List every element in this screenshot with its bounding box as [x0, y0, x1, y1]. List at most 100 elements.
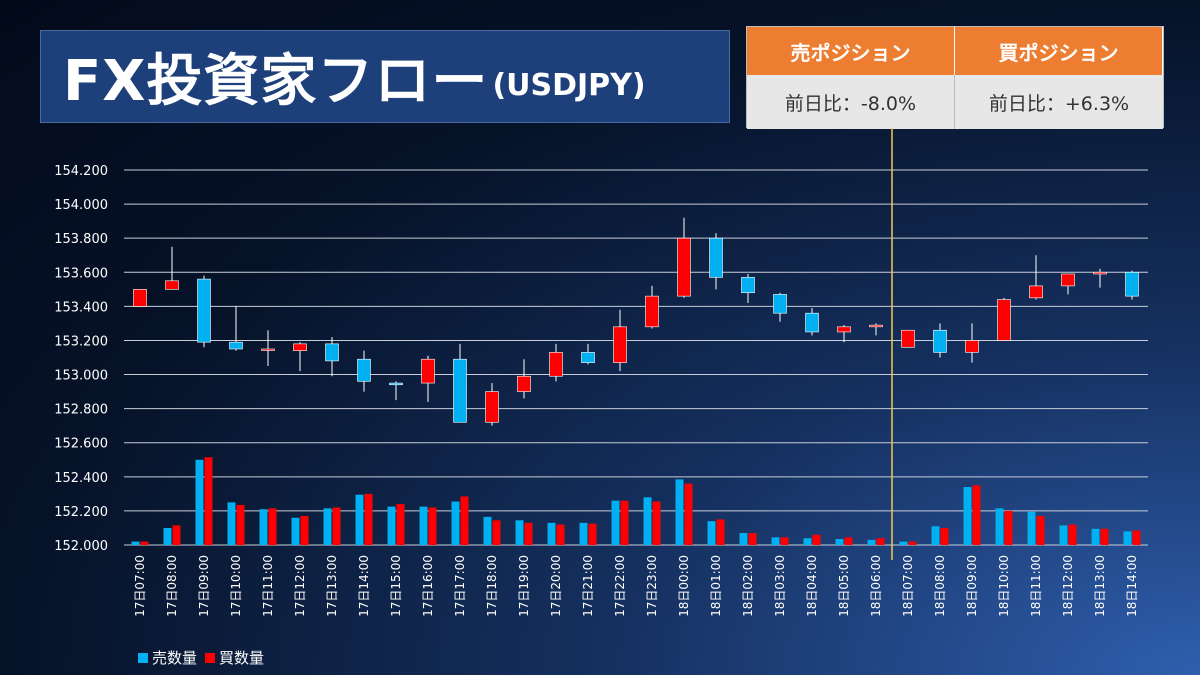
buy-volume-bar [1100, 528, 1109, 545]
x-tick-label: 17日08:00 [165, 555, 179, 617]
buy-volume-bar [1036, 516, 1045, 545]
legend-item-buy: 買数量 [205, 647, 264, 668]
candle-body [581, 352, 595, 363]
buy-volume-bar [428, 507, 437, 545]
sell-volume-bar [803, 538, 812, 545]
sell-volume-bar [387, 506, 396, 545]
x-tick-label: 18日03:00 [773, 555, 787, 617]
candle-body [133, 289, 147, 307]
sell-volume-bar [419, 506, 428, 545]
buy-volume-bar [300, 516, 309, 545]
position-table: 売ポジション 買ポジション 前日比：-8.0% 前日比：+6.3% [746, 26, 1164, 129]
buy-volume-bar [524, 522, 533, 545]
legend-label-sell: 売数量 [152, 649, 198, 667]
legend-swatch-buy [205, 652, 216, 663]
sell-volume-bar [835, 539, 844, 545]
buy-volume-bar [780, 537, 789, 545]
sell-volume-bar [579, 522, 588, 545]
x-tick-label: 18日09:00 [965, 555, 979, 617]
candle-body [805, 312, 819, 333]
y-tick-label: 154.000 [54, 198, 108, 213]
x-tick-label: 17日16:00 [421, 555, 435, 617]
x-tick-label: 17日23:00 [645, 555, 659, 617]
x-tick-label: 17日10:00 [229, 555, 243, 617]
candle-body [901, 329, 915, 348]
x-tick-label: 17日11:00 [261, 555, 275, 617]
legend-label-buy: 買数量 [219, 649, 265, 667]
buy-volume-bar [876, 538, 885, 545]
candle-body [677, 237, 691, 297]
candle-body [293, 343, 307, 351]
x-tick-label: 18日08:00 [933, 555, 947, 617]
x-tick-label: 18日02:00 [741, 555, 755, 617]
candle-body [517, 375, 531, 392]
candle-body [1029, 285, 1043, 299]
candle-body [837, 326, 851, 333]
candle-body [773, 294, 787, 314]
x-tick-label: 18日05:00 [837, 555, 851, 617]
x-tick-label: 17日20:00 [549, 555, 563, 617]
sell-volume-bar [739, 533, 748, 545]
buy-volume-bar [492, 520, 501, 545]
sell-volume-bar [451, 501, 460, 545]
sell-volume-bar [643, 497, 652, 545]
candle-body [933, 329, 947, 353]
candle-body [261, 348, 275, 351]
candle-body [645, 295, 659, 328]
y-tick-label: 152.200 [54, 505, 108, 520]
candle-body [453, 358, 467, 423]
candle-body [997, 299, 1011, 341]
x-tick-label: 18日04:00 [805, 555, 819, 617]
candle-body [1061, 273, 1075, 287]
sell-volume-bar [355, 494, 364, 545]
title-box: FX投資家フロー (USDJPY) [40, 30, 730, 123]
buy-volume-bar [396, 504, 405, 545]
x-axis-ticks: 17日07:00 17日08:00 17日09:00 17日10:00 17日11:00… [133, 555, 1139, 617]
legend-swatch-sell [138, 652, 148, 663]
candle-body [421, 358, 435, 384]
candle-body [389, 382, 403, 386]
sell-volume-bar [707, 521, 716, 545]
sell-volume-bar [1059, 525, 1068, 545]
legend: 売数量 買数量 [138, 647, 272, 668]
buy-volume-bar [1004, 510, 1013, 545]
x-tick-label: 17日13:00 [325, 555, 339, 617]
buy-volume-bar [236, 504, 245, 545]
candle-body [549, 352, 563, 377]
sell-volume-bar [1027, 511, 1036, 545]
y-tick-label: 152.000 [54, 539, 108, 554]
sell-volume-bar [867, 539, 876, 545]
buy-volume-bar [812, 534, 821, 545]
buy-volume-bar [844, 537, 853, 545]
sell-volume-bar [611, 500, 620, 545]
y-tick-label: 154.200 [54, 164, 108, 179]
buy-volume-bar [620, 500, 629, 545]
buy-volume-bar [748, 533, 757, 545]
buy-volume-bar [332, 507, 341, 545]
x-tick-label: 17日17:00 [453, 555, 467, 617]
buy-volume-bar [460, 496, 469, 545]
sell-volume-bar [995, 508, 1004, 545]
x-tick-label: 17日07:00 [133, 555, 147, 617]
x-tick-label: 17日12:00 [293, 555, 307, 617]
x-tick-label: 18日10:00 [997, 555, 1011, 617]
sell-volume-bar [483, 516, 492, 545]
candle-body [1125, 271, 1139, 297]
sell-volume-bar [291, 517, 300, 545]
x-tick-label: 18日00:00 [677, 555, 691, 617]
x-tick-label: 18日12:00 [1061, 555, 1075, 617]
buy-volume-bar [364, 493, 373, 545]
sell-position-change: 前日比：-8.0% [747, 75, 955, 129]
x-tick-label: 17日22:00 [613, 555, 627, 617]
candle-body [325, 343, 339, 362]
candle-body [613, 326, 627, 363]
buy-volume-bar [716, 519, 725, 545]
candle-body [485, 391, 499, 423]
sell-volume-bar [227, 502, 236, 545]
candle-body [869, 324, 883, 328]
y-tick-label: 153.000 [54, 369, 108, 384]
x-tick-label: 17日21:00 [581, 555, 595, 617]
y-tick-label: 152.600 [54, 437, 108, 452]
legend-item-sell: 売数量 [138, 647, 197, 668]
